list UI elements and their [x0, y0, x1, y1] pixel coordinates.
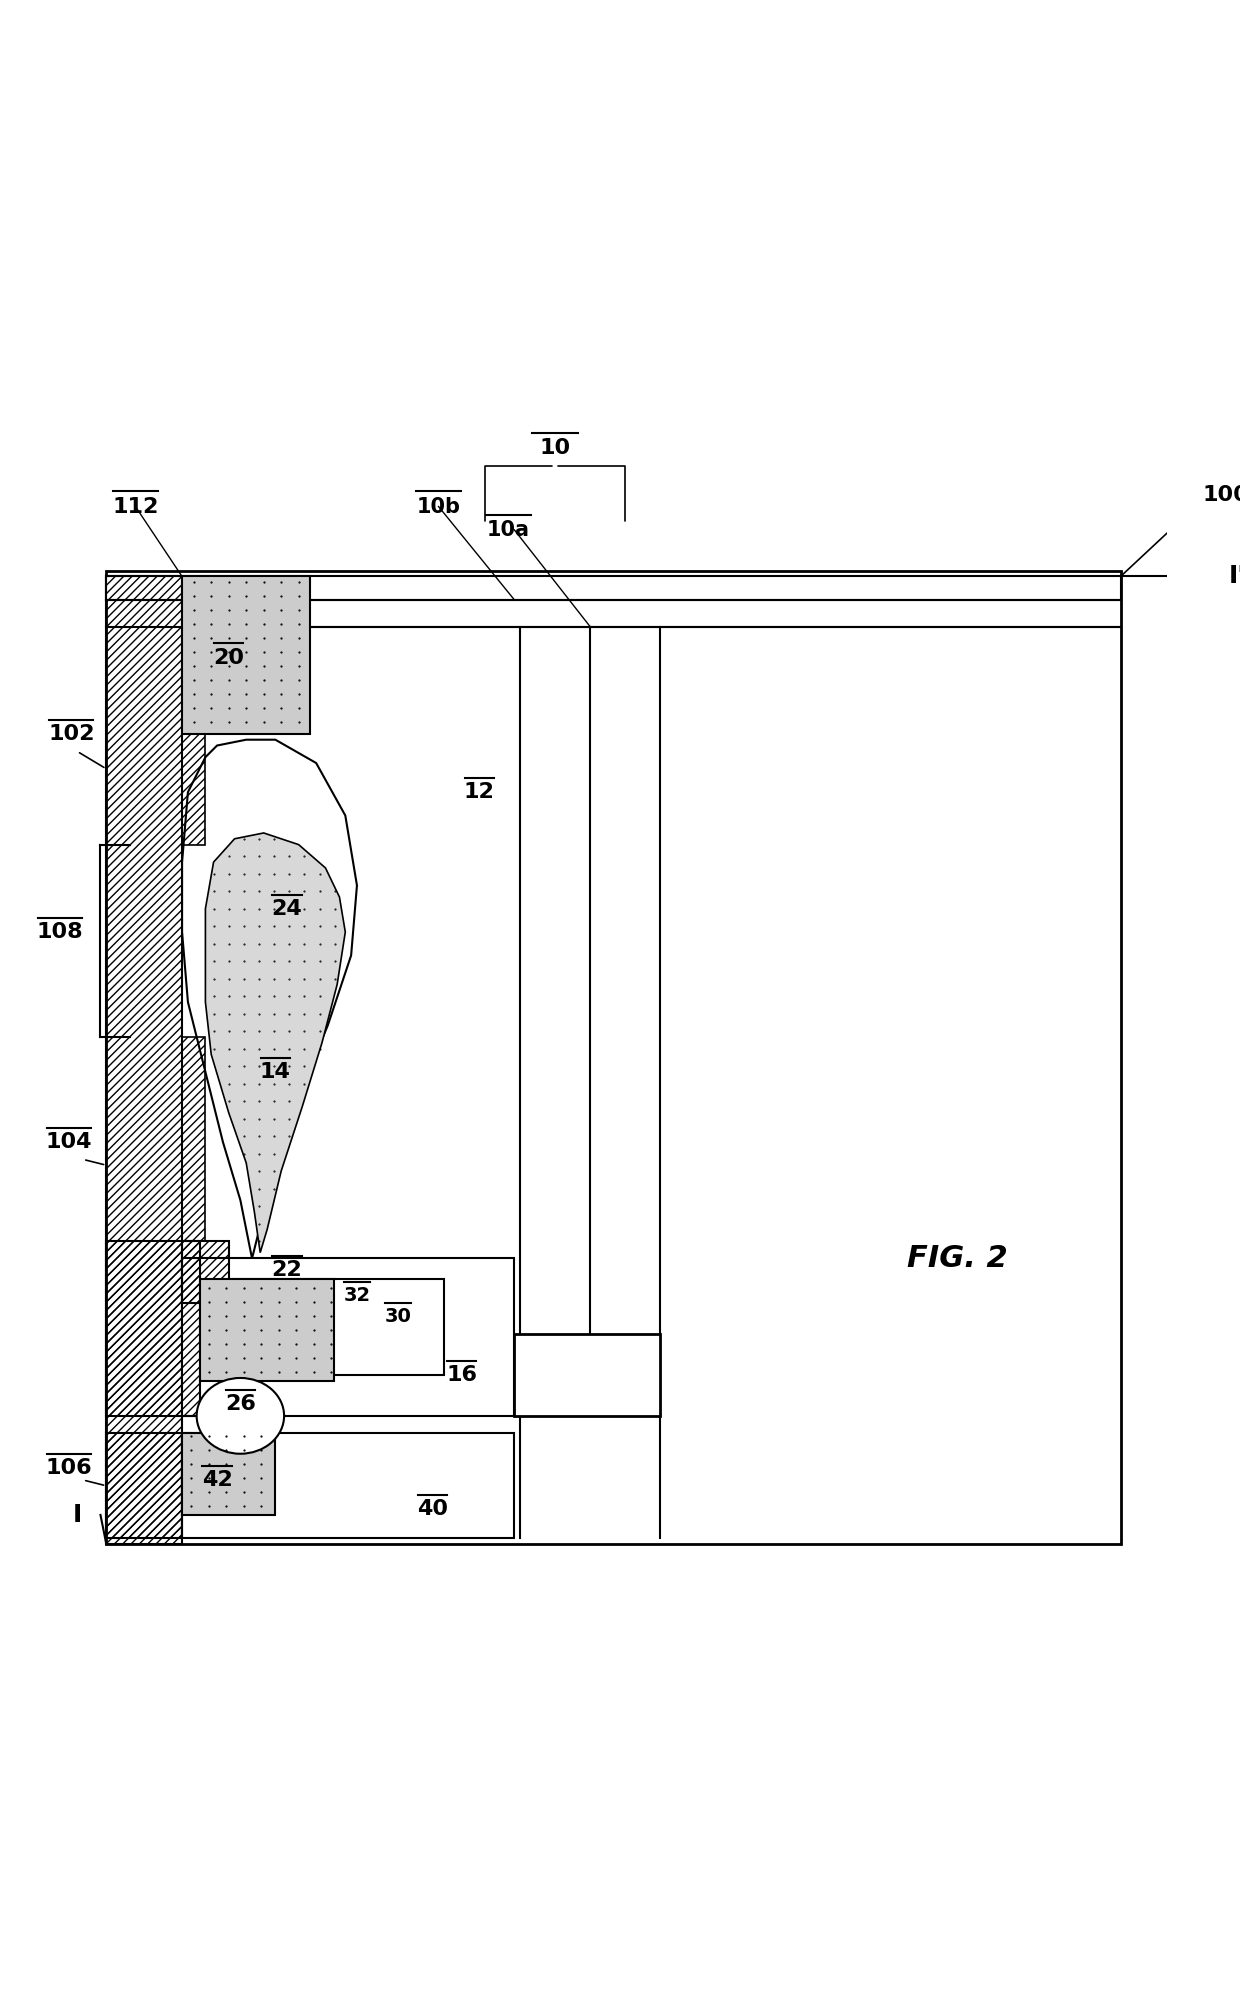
Bar: [107, 1433, 182, 1539]
Text: 16: 16: [446, 1365, 477, 1385]
Text: 10b: 10b: [417, 497, 460, 517]
Text: I: I: [73, 1503, 82, 1527]
Text: 106: 106: [46, 1459, 92, 1479]
Polygon shape: [206, 834, 345, 1252]
Text: 14: 14: [260, 1062, 291, 1082]
Text: 102: 102: [48, 723, 94, 743]
Text: 104: 104: [46, 1132, 92, 1152]
Text: 40: 40: [417, 1499, 448, 1519]
Bar: [107, 577, 1121, 599]
Text: 20: 20: [213, 647, 244, 667]
Bar: [182, 733, 206, 844]
Text: 24: 24: [272, 898, 303, 918]
Text: FIG. 2: FIG. 2: [906, 1244, 1008, 1273]
Polygon shape: [182, 739, 357, 1259]
Text: 108: 108: [36, 922, 83, 942]
Bar: [107, 577, 182, 1545]
Text: 30: 30: [384, 1307, 412, 1327]
Bar: [182, 1036, 206, 1240]
Text: 42: 42: [202, 1471, 232, 1491]
Bar: [107, 1240, 200, 1417]
Text: 10a: 10a: [487, 519, 529, 539]
Ellipse shape: [197, 1379, 284, 1453]
Bar: [182, 577, 310, 733]
Bar: [107, 571, 1121, 1545]
Bar: [182, 1259, 515, 1417]
Bar: [515, 1335, 660, 1417]
Bar: [182, 1240, 228, 1303]
Text: 100: 100: [1202, 485, 1240, 505]
Text: 12: 12: [464, 782, 495, 802]
Text: 10: 10: [539, 439, 570, 459]
Bar: [200, 1279, 334, 1381]
Text: 22: 22: [272, 1261, 303, 1281]
Bar: [182, 1433, 275, 1515]
Text: 26: 26: [224, 1395, 255, 1415]
Bar: [228, 1279, 444, 1375]
Text: 32: 32: [343, 1287, 371, 1305]
Text: 112: 112: [113, 497, 159, 517]
Text: I': I': [1229, 565, 1240, 589]
Bar: [182, 1433, 515, 1539]
